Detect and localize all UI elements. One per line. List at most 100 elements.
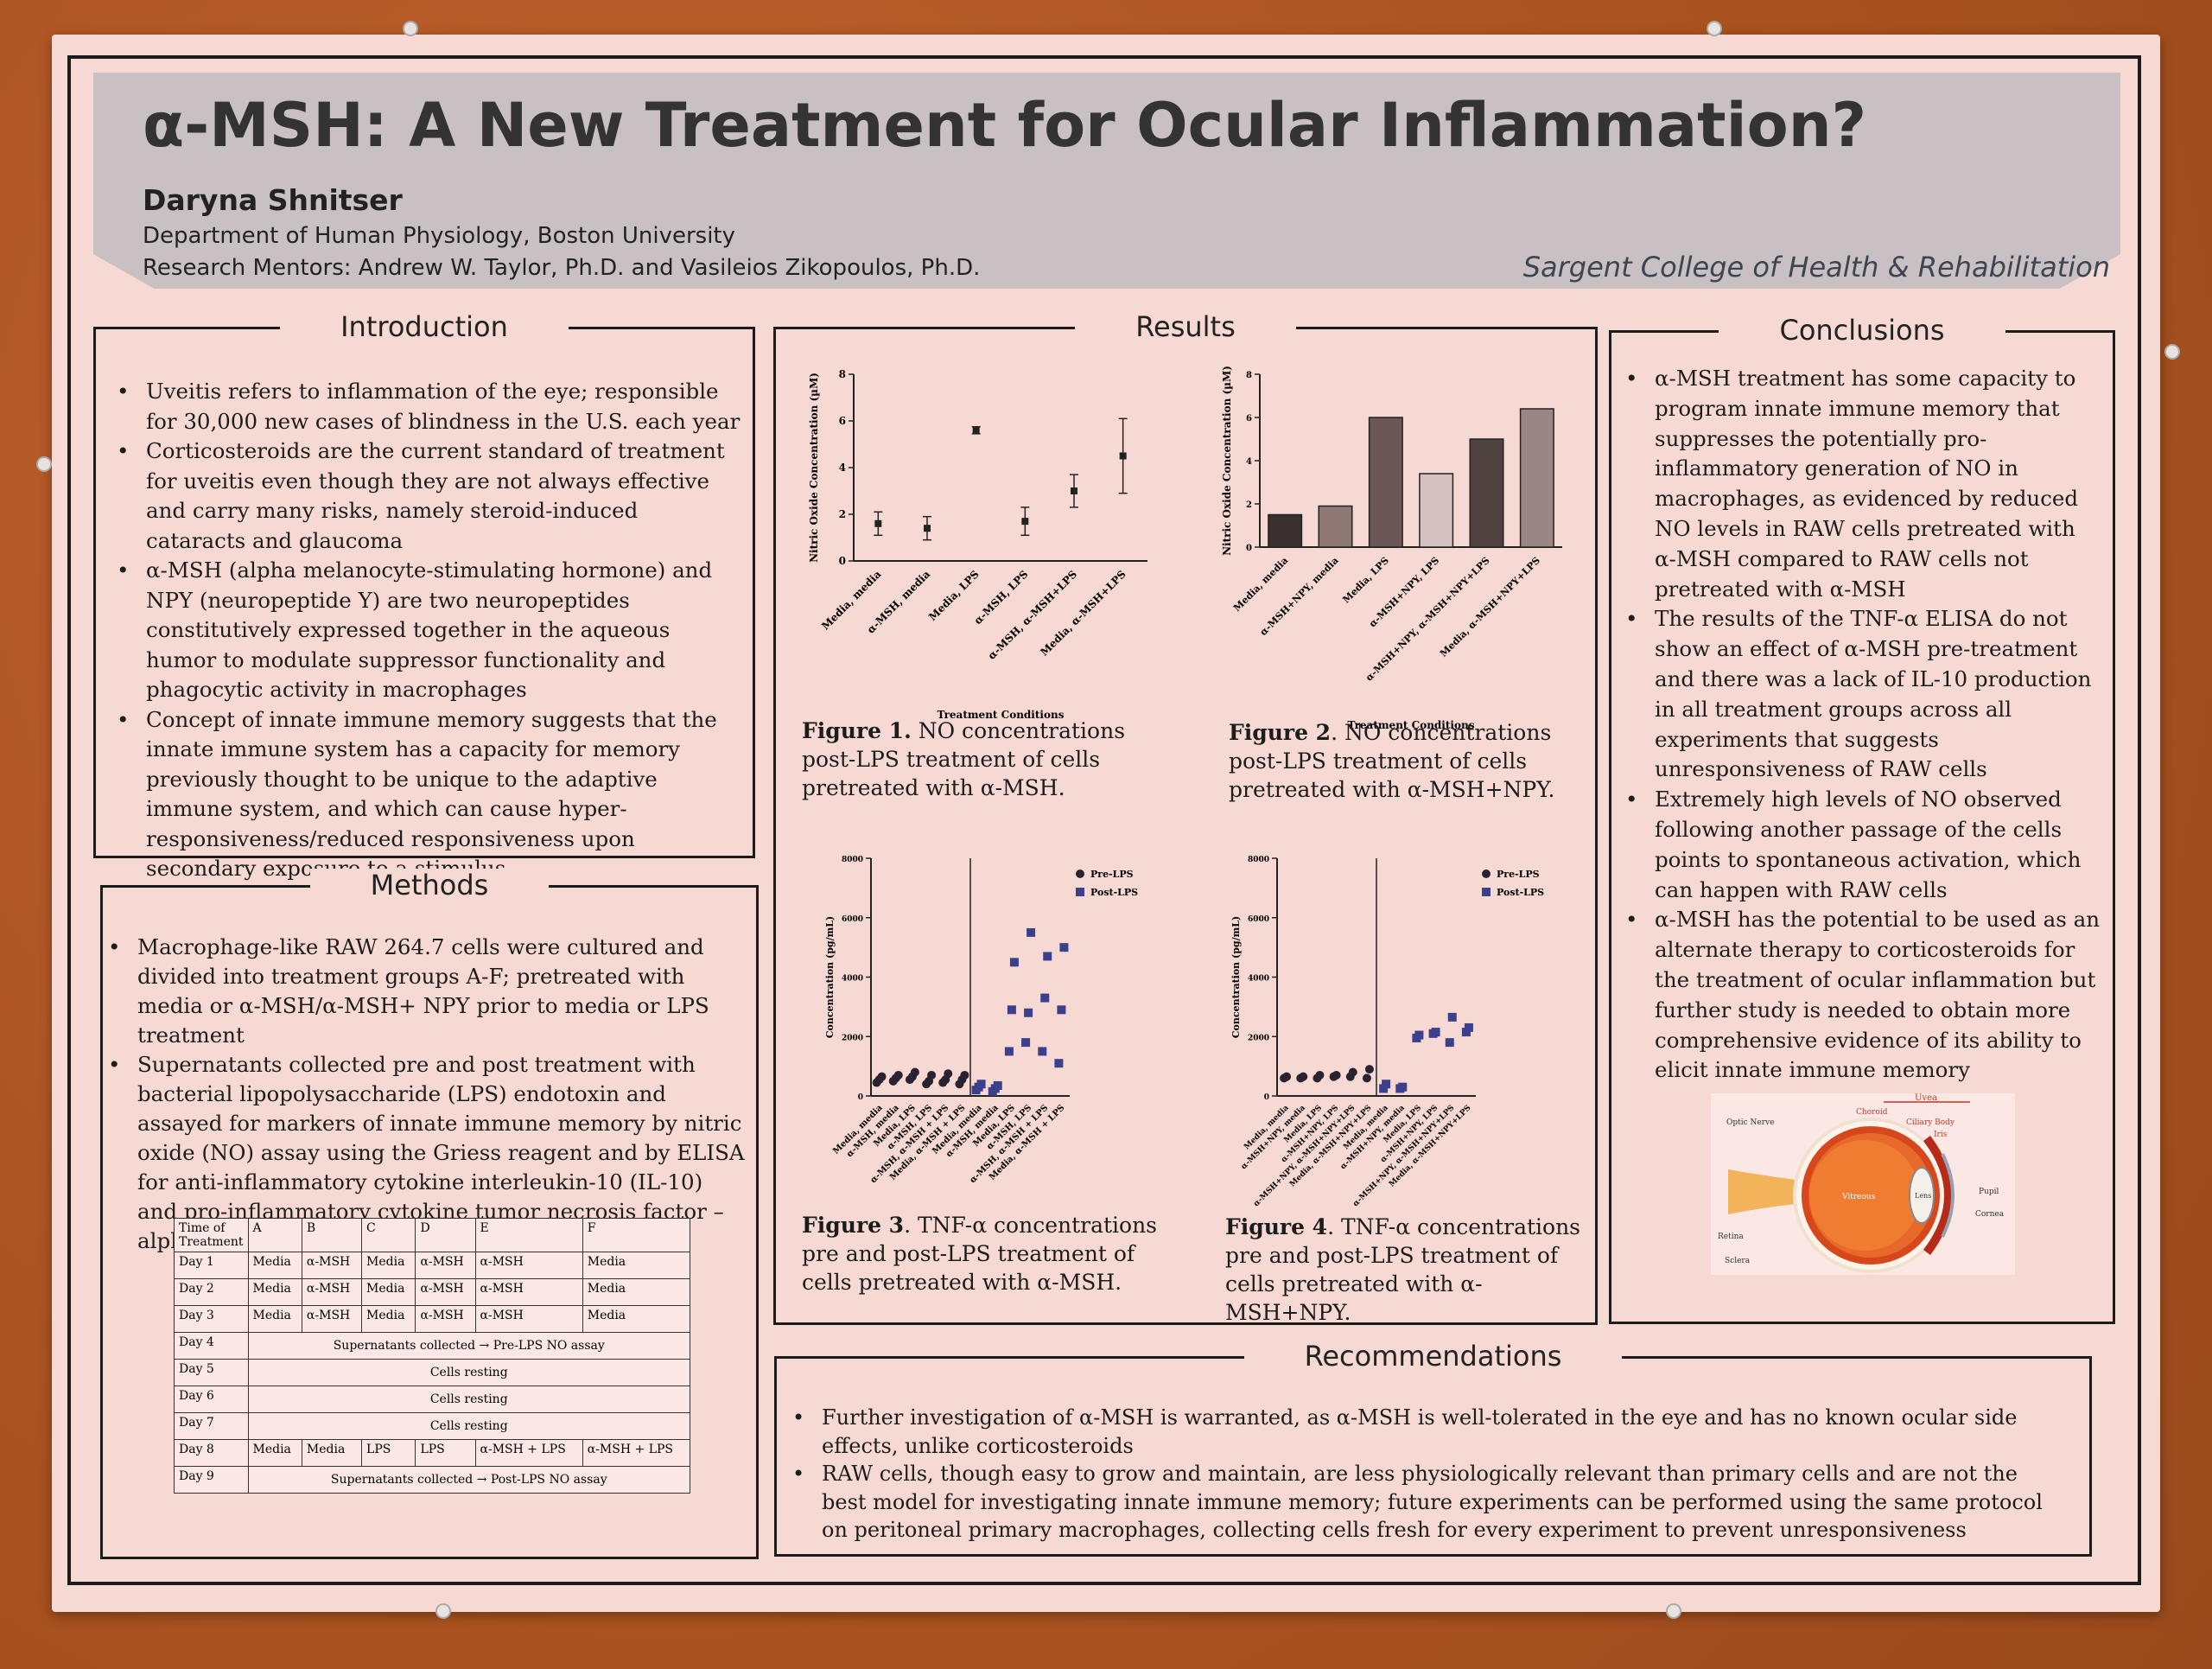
data-point [972,426,980,434]
data-point [1414,1030,1424,1040]
diagram-label: Ciliary Body [1906,1118,1955,1127]
list-item: Concept of innate immune memory suggests… [117,705,741,884]
table-cell: LPS [415,1439,476,1467]
x-axis-label: Treatment Conditions [1348,719,1475,731]
x-axis-label: Treatment Conditions [938,709,1065,721]
legend-label: Pre-LPS [1090,869,1134,880]
data-point [1119,452,1127,460]
diagram-label: Vitreous [1841,1193,1876,1201]
data-point [1009,958,1019,967]
list-item: α-MSH has the potential to be used as an… [1625,905,2101,1086]
table-cell: Day 5 [174,1359,249,1386]
table-cell: Day 2 [174,1278,249,1306]
table-cell: Supernatants collected → Pre-LPS NO assa… [247,1332,690,1360]
table-cell: α-MSH [474,1278,583,1306]
data-point [1398,1082,1408,1092]
figure-2-chart: 0 2 4 6 8 Nitric Oxide Concentration (µM) Trea… [1221,366,1562,731]
diagram-label: Pupil [1979,1188,1999,1196]
y-tick-label: 8000 [1248,856,1269,864]
diagram-label: Optic Nerve [1726,1118,1774,1127]
table-cell: α-MSH [474,1305,583,1333]
y-tick-label: 2000 [842,1034,863,1042]
table-row: Day 9 Supernatants collected → Post-LPS … [174,1466,690,1494]
table-cell: Day 1 [174,1252,249,1279]
methods-list: Macrophage-like RAW 264.7 cells were cul… [103,933,756,1256]
table-cell: α-MSH [415,1252,476,1279]
pushpin [435,1603,451,1619]
data-point [1445,1038,1454,1048]
table-cell: Day 6 [174,1386,249,1413]
table-cell: α-MSH [415,1305,476,1333]
diagram-label: Lens [1915,1192,1931,1200]
pushpin [2164,344,2180,360]
vitreous-shape [1809,1140,1920,1251]
data-point [1007,1005,1016,1015]
diagram-label: Uvea [1915,1093,1937,1103]
data-point [1282,1072,1292,1081]
table-cell: Media [582,1278,691,1306]
table-cell: Media [361,1278,416,1306]
data-point [893,1070,903,1080]
college-name: Sargent College of Health & Rehabilitati… [1522,251,2110,283]
introduction-section: Introduction Uveitis refers to inflammat… [93,310,755,881]
list-item: RAW cells, though easy to grow and maint… [792,1460,2069,1545]
introduction-list: Uveitis refers to inflammation of the ey… [96,377,753,884]
table-cell: Media [247,1439,302,1467]
data-point [1431,1028,1440,1037]
legend-label: Post-LPS [1497,887,1544,898]
data-point [1004,1047,1014,1056]
pushpin [1666,1603,1681,1619]
table-cell: Supernatants collected → Post-LPS NO ass… [247,1466,690,1494]
x-tick-label: α-MSH, α-MSH+LPS [986,568,1080,662]
list-item: Extremely high levels of NO observed fol… [1625,785,2101,905]
y-tick-label: 4 [1246,457,1252,467]
data-point [1315,1070,1325,1080]
data-point [1054,1059,1064,1068]
x-tick-label: Media, α-MSH+NPY+LPS [1438,555,1542,659]
figure-2-caption: Figure 2. NO concentrations post-LPS tre… [1229,720,1555,802]
x-tick-label: Media, LPS [1340,555,1391,606]
data-point [1362,1073,1371,1083]
conclusions-list: α-MSH treatment has some capacity to pro… [1611,364,2113,1086]
treatment-schedule-table: Time of Treatment A B C D E F Day 1 Medi… [174,1218,691,1494]
table-cell: Day 7 [174,1412,249,1440]
department: Department of Human Physiology, Boston U… [143,223,736,249]
list-item: Further investigation of α-MSH is warran… [792,1404,2069,1460]
table-cell: Media [582,1305,691,1333]
optic-nerve-shape [1728,1169,1796,1214]
legend-marker [1076,888,1084,896]
figure-label: Figure 3 [802,1213,905,1238]
table-cell: Media [247,1252,302,1279]
figure-label: Figure 2 [1229,720,1332,745]
table-cell: Day 4 [174,1332,249,1360]
figure-label: Figure 1. [802,718,912,743]
y-axis-label: Nitric Oxide Concentration (µM) [1221,366,1233,556]
bar [1519,408,1554,548]
recommendations-heading: Recommendations [1243,1340,1623,1373]
table-cell: C [361,1218,416,1252]
conclusions-heading: Conclusions [1719,314,2005,347]
table-cell: Media [361,1252,416,1279]
data-point [910,1067,919,1077]
y-tick-label: 0 [1246,544,1252,553]
data-point [1021,1038,1031,1048]
y-tick-label: 8 [1246,371,1252,380]
figure-label: Figure 4 [1225,1214,1328,1239]
introduction-heading: Introduction [280,310,569,343]
diagram-label: Cornea [1975,1210,2005,1219]
bar [1318,505,1353,548]
table-row: Time of Treatment A B C D E F [174,1218,691,1252]
table-row: Day 6 Cells resting [174,1386,690,1413]
data-point [1364,1065,1374,1074]
data-point [1043,952,1052,961]
data-point [927,1070,937,1080]
diagram-label: Retina [1718,1233,1744,1241]
data-point [1447,1012,1457,1022]
y-tick-label: 4 [839,462,846,474]
table-cell: Day 9 [174,1466,249,1494]
table-cell: α-MSH + LPS [582,1439,691,1467]
table-cell: α-MSH [301,1252,363,1279]
table-cell: Media [247,1278,302,1306]
data-point [1027,927,1036,937]
